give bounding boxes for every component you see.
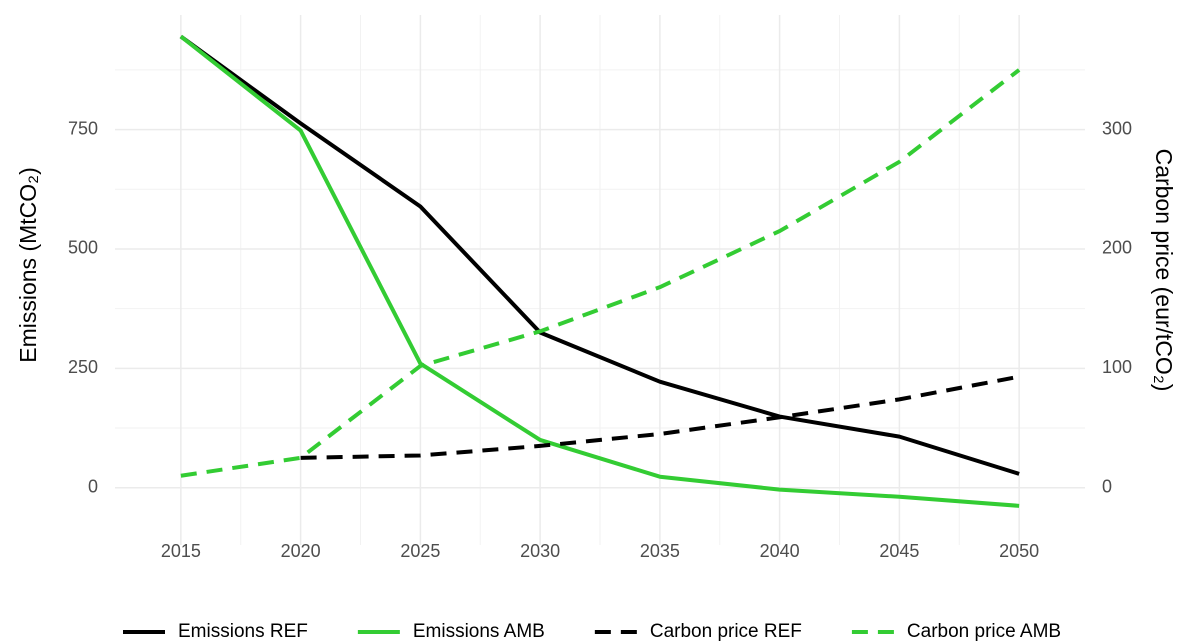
y2-axis-title: Carbon price (eur/tCO₂) <box>1151 149 1177 392</box>
x-tick-label: 2050 <box>999 541 1039 561</box>
line-series <box>179 34 1020 476</box>
legend-label: Carbon price REF <box>650 621 802 642</box>
y2-tick-label: 200 <box>1102 238 1132 258</box>
x-tick-label: 2025 <box>400 541 440 561</box>
y-tick-label: 750 <box>68 118 98 138</box>
y2-tick-label: 300 <box>1102 118 1132 138</box>
y-tick-label: 250 <box>68 357 98 377</box>
y-axis-title: Emissions (MtCO₂) <box>15 167 41 363</box>
x-tick-label: 2040 <box>760 541 800 561</box>
legend-label: Emissions REF <box>178 621 308 642</box>
y-tick-label: 0 <box>88 476 98 496</box>
legend-label: Carbon price AMB <box>907 621 1061 642</box>
x-tick-label: 2030 <box>520 541 560 561</box>
x-tick-label: 2045 <box>879 541 919 561</box>
x-tick-label: 2015 <box>161 541 201 561</box>
y2-tick-label: 100 <box>1102 357 1132 377</box>
legend-label: Emissions AMB <box>413 621 545 642</box>
x-tick-label: 2020 <box>281 541 321 561</box>
y-tick-label: 500 <box>68 238 98 258</box>
line-series <box>179 34 1020 508</box>
y2-tick-label: 0 <box>1102 476 1112 496</box>
x-tick-label: 2035 <box>640 541 680 561</box>
line-series <box>300 374 1020 460</box>
